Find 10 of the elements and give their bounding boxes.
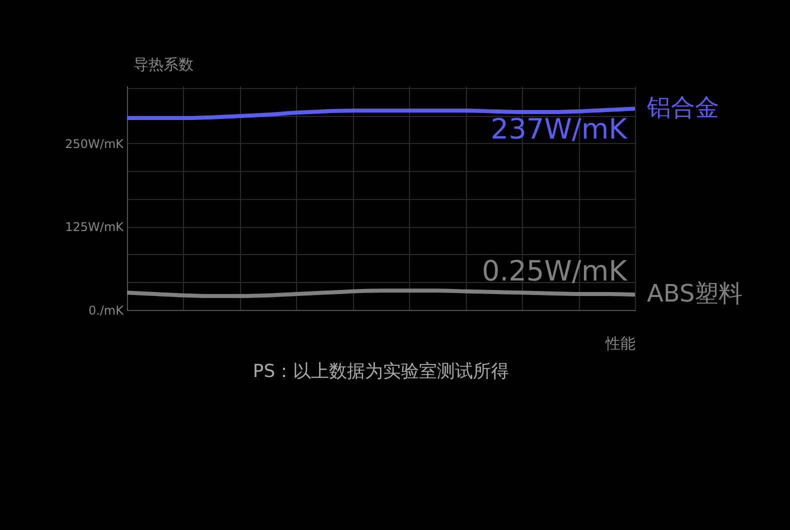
- y-axis-title: 导热系数: [134, 56, 194, 74]
- series-label: 铝合金: [646, 94, 719, 122]
- y-tick-label: 250W/mK: [65, 136, 125, 151]
- y-tick-label: 125W/mK: [65, 220, 125, 234]
- y-tick-label: 0./mK: [88, 304, 125, 318]
- text: PS：以上数据为实验室测试所得: [252, 361, 510, 382]
- x-axis-title: 性能: [604, 334, 636, 352]
- annotation: 0.25W/mK: [482, 254, 628, 288]
- series-label: ABS塑料: [647, 280, 743, 308]
- annotation: 237W/mK: [490, 112, 628, 146]
